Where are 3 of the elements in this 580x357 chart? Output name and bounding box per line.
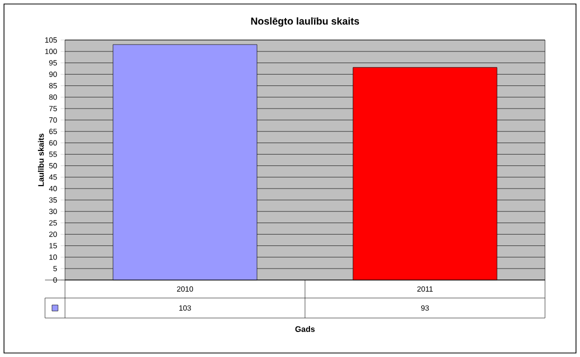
x-axis-title: Gads — [295, 326, 315, 332]
chart-title: Noslēgto laulību skaits — [251, 17, 360, 27]
y-axis-title: Laulību skaits — [38, 134, 44, 186]
